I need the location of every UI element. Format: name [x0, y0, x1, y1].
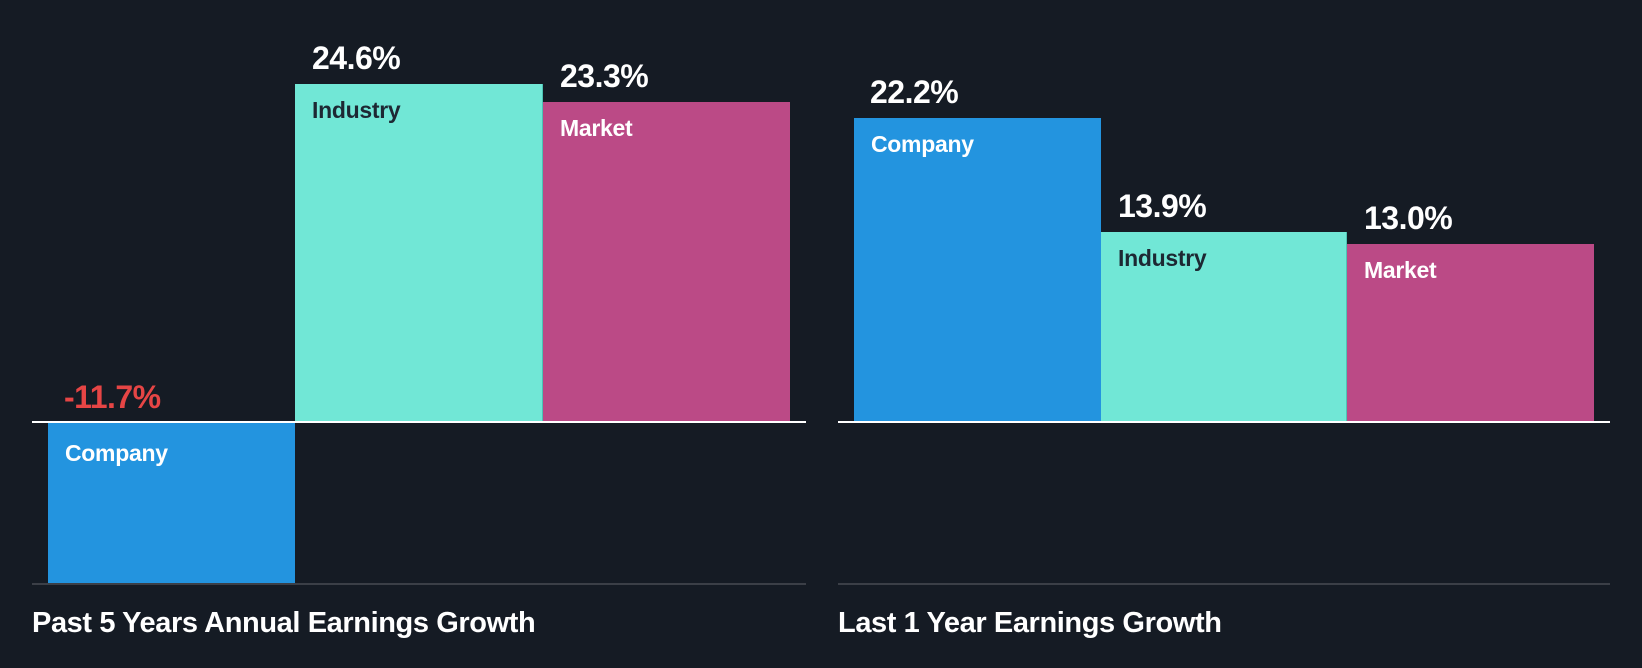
industry-label: Industry [312, 97, 401, 123]
zero-baseline [838, 421, 1610, 423]
market-bar: Market [543, 102, 790, 421]
axis-floor-line [32, 583, 806, 585]
company-label: Company [871, 131, 974, 157]
market-label: Market [1364, 257, 1437, 283]
company-bar: Company [48, 423, 295, 583]
zero-baseline [32, 421, 806, 423]
last-1-year-earnings-growth-chart: 22.2% Company 13.9% Industry 13.0% Marke… [838, 0, 1610, 668]
chart-title: Past 5 Years Annual Earnings Growth [32, 607, 536, 639]
market-bar: Market [1347, 244, 1594, 421]
company-value: 22.2% [870, 74, 959, 110]
market-label: Market [560, 115, 633, 141]
industry-bar: Industry [295, 84, 543, 421]
industry-label: Industry [1118, 245, 1207, 271]
axis-floor-line [838, 583, 1610, 585]
company-label: Company [65, 440, 168, 466]
chart-title: Last 1 Year Earnings Growth [838, 607, 1222, 639]
company-value: -11.7% [64, 379, 161, 415]
company-bar: Company [854, 118, 1101, 421]
market-value: 13.0% [1364, 200, 1453, 236]
industry-value: 24.6% [312, 40, 401, 76]
past-5-years-earnings-growth-chart: -11.7% Company 24.6% Industry 23.3% Mark… [32, 0, 806, 668]
industry-value: 13.9% [1118, 188, 1207, 224]
industry-bar: Industry [1101, 232, 1347, 421]
market-value: 23.3% [560, 58, 649, 94]
